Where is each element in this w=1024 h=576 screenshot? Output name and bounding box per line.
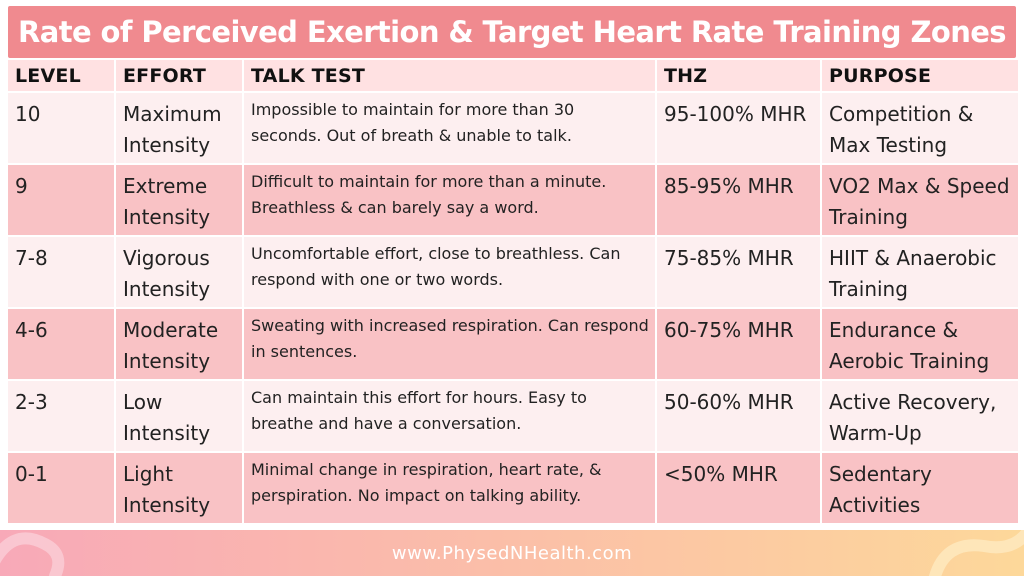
column-header-talk-test: TALK TEST (244, 60, 655, 91)
table-row: 10 Maximum Intensity Impossible to maint… (8, 93, 1018, 163)
purpose-cell: Sedentary Activities (822, 453, 1018, 523)
effort-cell: Vigorous Intensity (116, 237, 242, 307)
page-title: Rate of Perceived Exertion & Target Hear… (18, 15, 1007, 49)
effort-cell: Extreme Intensity (116, 165, 242, 235)
table-row: 4-6 Moderate Intensity Sweating with inc… (8, 309, 1018, 379)
thz-cell: 60-75% MHR (657, 309, 820, 379)
table-header-row: LEVEL EFFORT TALK TEST THZ PURPOSE (8, 60, 1018, 91)
training-zones-table: LEVEL EFFORT TALK TEST THZ PURPOSE 10 Ma… (6, 58, 1020, 525)
purpose-cell: HIIT & Anaerobic Training (822, 237, 1018, 307)
thz-cell: 50-60% MHR (657, 381, 820, 451)
table-row: 7-8 Vigorous Intensity Uncomfortable eff… (8, 237, 1018, 307)
purpose-cell: Endurance & Aerobic Training (822, 309, 1018, 379)
effort-cell: Light Intensity (116, 453, 242, 523)
talk-test-cell: Difficult to maintain for more than a mi… (244, 165, 655, 235)
training-zones-table-container: LEVEL EFFORT TALK TEST THZ PURPOSE 10 Ma… (8, 60, 1018, 523)
table-row: 0-1 Light Intensity Minimal change in re… (8, 453, 1018, 523)
footer-banner: www.PhysedNHealth.com (0, 530, 1024, 576)
column-header-purpose: PURPOSE (822, 60, 1018, 91)
decorative-swirl-left-icon (0, 532, 65, 576)
level-cell: 9 (8, 165, 114, 235)
column-header-thz: THZ (657, 60, 820, 91)
thz-cell: <50% MHR (657, 453, 820, 523)
talk-test-cell: Uncomfortable effort, close to breathles… (244, 237, 655, 307)
level-cell: 0-1 (8, 453, 114, 523)
level-cell: 2-3 (8, 381, 114, 451)
purpose-cell: Active Recovery, Warm-Up (822, 381, 1018, 451)
level-cell: 7-8 (8, 237, 114, 307)
decorative-swirl-right-icon (928, 530, 1024, 576)
effort-cell: Low Intensity (116, 381, 242, 451)
talk-test-cell: Sweating with increased respiration. Can… (244, 309, 655, 379)
table-row: 9 Extreme Intensity Difficult to maintai… (8, 165, 1018, 235)
thz-cell: 75-85% MHR (657, 237, 820, 307)
column-header-effort: EFFORT (116, 60, 242, 91)
purpose-cell: Competition & Max Testing (822, 93, 1018, 163)
purpose-cell: VO2 Max & Speed Training (822, 165, 1018, 235)
talk-test-cell: Minimal change in respiration, heart rat… (244, 453, 655, 523)
thz-cell: 95-100% MHR (657, 93, 820, 163)
level-cell: 10 (8, 93, 114, 163)
table-row: 2-3 Low Intensity Can maintain this effo… (8, 381, 1018, 451)
column-header-level: LEVEL (8, 60, 114, 91)
effort-cell: Maximum Intensity (116, 93, 242, 163)
title-banner: Rate of Perceived Exertion & Target Hear… (8, 6, 1016, 58)
effort-cell: Moderate Intensity (116, 309, 242, 379)
level-cell: 4-6 (8, 309, 114, 379)
talk-test-cell: Impossible to maintain for more than 30 … (244, 93, 655, 163)
website-url: www.PhysedNHealth.com (391, 542, 633, 564)
talk-test-cell: Can maintain this effort for hours. Easy… (244, 381, 655, 451)
thz-cell: 85-95% MHR (657, 165, 820, 235)
